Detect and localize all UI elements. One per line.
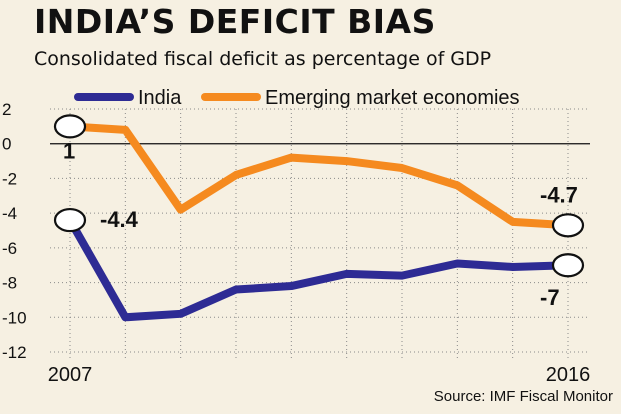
legend-label: India [138, 87, 182, 109]
source-note: Source: IMF Fiscal Monitor [433, 388, 613, 405]
y-tick-label: -2 [2, 169, 17, 188]
data-label: -4.4 [100, 207, 139, 232]
chart-subtitle: Consolidated fiscal deficit as percentag… [34, 48, 492, 70]
endpoint-marker [53, 114, 87, 139]
y-tick-label: -6 [2, 239, 17, 258]
series-line-india [66, 216, 572, 322]
endpoint-marker [551, 253, 585, 278]
y-tick-label: -4 [2, 204, 17, 223]
y-tick-label: 2 [2, 100, 11, 119]
series-line-emerging [66, 122, 572, 230]
data-label: -4.7 [540, 182, 578, 207]
chart-title: INDIA’S DEFICIT BIAS [34, 2, 436, 41]
legend-label: Emerging market economies [265, 87, 520, 109]
x-tick-label: 2007 [48, 364, 93, 386]
endpoint-marker [53, 207, 87, 233]
x-tick-label: 2016 [546, 364, 591, 386]
data-label: 1 [63, 138, 75, 163]
y-tick-label: -12 [2, 343, 27, 362]
y-tick-label: -8 [2, 274, 17, 293]
y-tick-label: 0 [2, 135, 11, 154]
endpoint-marker [551, 213, 585, 238]
y-tick-label: -10 [2, 308, 27, 327]
data-label: -7 [540, 285, 560, 310]
